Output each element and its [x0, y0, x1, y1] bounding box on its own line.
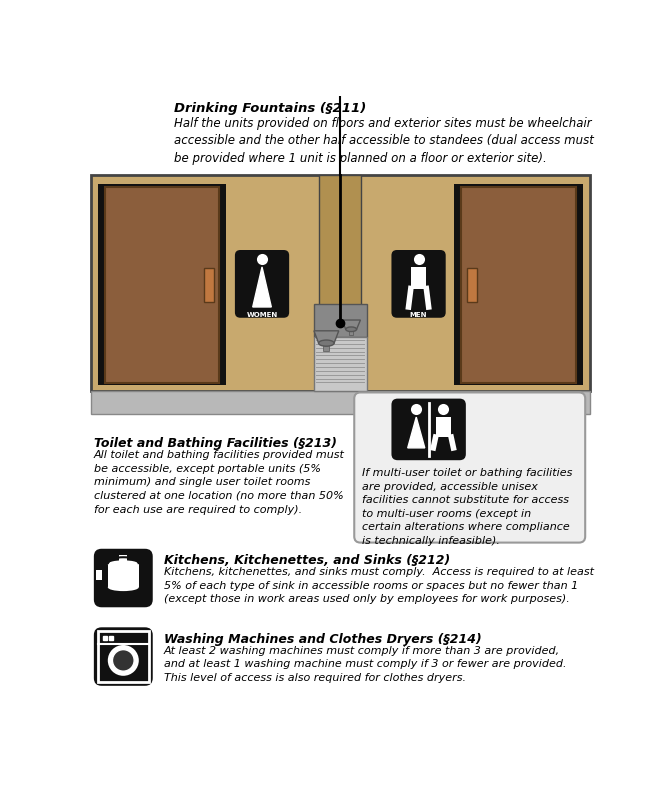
- Bar: [204, 268, 214, 302]
- Bar: [314, 304, 367, 337]
- Bar: [349, 330, 353, 335]
- Bar: [96, 570, 102, 579]
- Polygon shape: [408, 417, 425, 448]
- Text: At least 2 washing machines must comply if more than 3 are provided,
and at leas: At least 2 washing machines must comply …: [163, 646, 566, 683]
- Bar: [411, 267, 426, 289]
- Circle shape: [112, 650, 134, 671]
- Bar: [319, 175, 361, 391]
- Polygon shape: [253, 267, 272, 307]
- Bar: [98, 184, 226, 385]
- Bar: [314, 337, 367, 391]
- Polygon shape: [342, 320, 361, 330]
- Text: Half the units provided on floors and exterior sites must be wheelchair
accessib: Half the units provided on floors and ex…: [175, 117, 594, 165]
- Circle shape: [108, 645, 139, 676]
- Text: All toilet and bathing facilities provided must
be accessible, except portable u: All toilet and bathing facilities provid…: [94, 450, 345, 514]
- Text: If multi-user toilet or bathing facilities
are provided, accessible unisex
facil: If multi-user toilet or bathing faciliti…: [362, 468, 572, 546]
- Bar: [467, 268, 477, 302]
- Polygon shape: [314, 331, 339, 343]
- Ellipse shape: [108, 583, 139, 591]
- Bar: [91, 175, 590, 391]
- Ellipse shape: [319, 340, 334, 346]
- Bar: [461, 187, 576, 383]
- FancyBboxPatch shape: [355, 393, 585, 542]
- Bar: [323, 343, 329, 351]
- Bar: [108, 564, 139, 587]
- Bar: [98, 631, 149, 682]
- FancyBboxPatch shape: [94, 627, 153, 686]
- Ellipse shape: [108, 560, 139, 568]
- Ellipse shape: [346, 327, 357, 331]
- Bar: [436, 417, 451, 437]
- Text: Toilet and Bathing Facilities (§213): Toilet and Bathing Facilities (§213): [94, 437, 337, 450]
- Bar: [91, 391, 590, 414]
- Text: Washing Machines and Clothes Dryers (§214): Washing Machines and Clothes Dryers (§21…: [163, 633, 481, 646]
- Text: Drinking Fountains (§211): Drinking Fountains (§211): [175, 102, 367, 115]
- Text: MEN: MEN: [410, 312, 428, 318]
- Text: Kitchens, Kitchenettes, and Sinks (§212): Kitchens, Kitchenettes, and Sinks (§212): [163, 554, 450, 567]
- Text: WOMEN: WOMEN: [246, 312, 278, 318]
- FancyBboxPatch shape: [94, 549, 153, 607]
- FancyBboxPatch shape: [235, 250, 289, 318]
- Bar: [105, 187, 219, 383]
- FancyBboxPatch shape: [392, 398, 466, 460]
- Bar: [454, 184, 583, 385]
- Text: Kitchens, kitchenettes, and sinks must comply.  Access is required to at least
5: Kitchens, kitchenettes, and sinks must c…: [163, 567, 594, 605]
- Bar: [120, 555, 127, 565]
- FancyBboxPatch shape: [392, 250, 446, 318]
